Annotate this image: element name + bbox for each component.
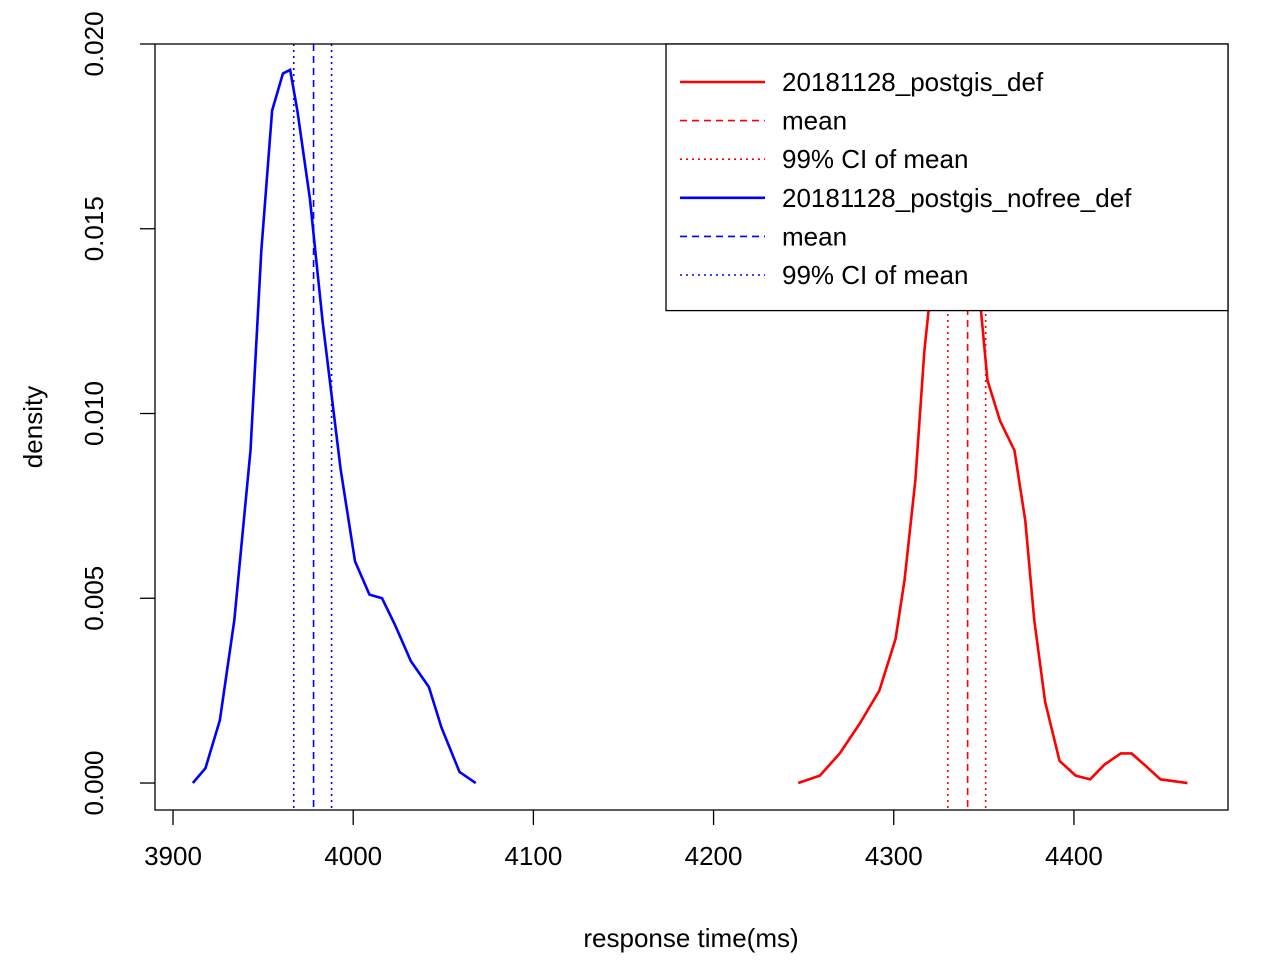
x-tick-label: 4300 <box>865 841 923 871</box>
y-tick-label: 0.005 <box>79 566 109 631</box>
density-line <box>191 67 477 785</box>
x-axis-title: response time(ms) <box>583 923 798 953</box>
y-tick-label: 0.010 <box>79 381 109 446</box>
y-tick-label: 0.020 <box>79 11 109 76</box>
density-line <box>797 197 1188 785</box>
x-tick-label: 4400 <box>1045 841 1103 871</box>
x-tick-label: 4100 <box>504 841 562 871</box>
y-tick-label: 0.015 <box>79 196 109 261</box>
legend-label: mean <box>782 221 847 251</box>
legend-label: 20181128_postgis_nofree_def <box>782 183 1132 213</box>
legend-label: mean <box>782 106 847 136</box>
legend-label: 99% CI of mean <box>782 144 968 174</box>
legend-box <box>665 43 1229 312</box>
x-tick-label: 4200 <box>685 841 743 871</box>
x-tick-label: 3900 <box>144 841 202 871</box>
legend-label: 99% CI of mean <box>782 260 968 290</box>
y-tick-label: 0.000 <box>79 750 109 815</box>
legend-label: 20181128_postgis_def <box>782 67 1044 97</box>
y-axis-title: density <box>18 386 48 468</box>
x-tick-label: 4000 <box>324 841 382 871</box>
